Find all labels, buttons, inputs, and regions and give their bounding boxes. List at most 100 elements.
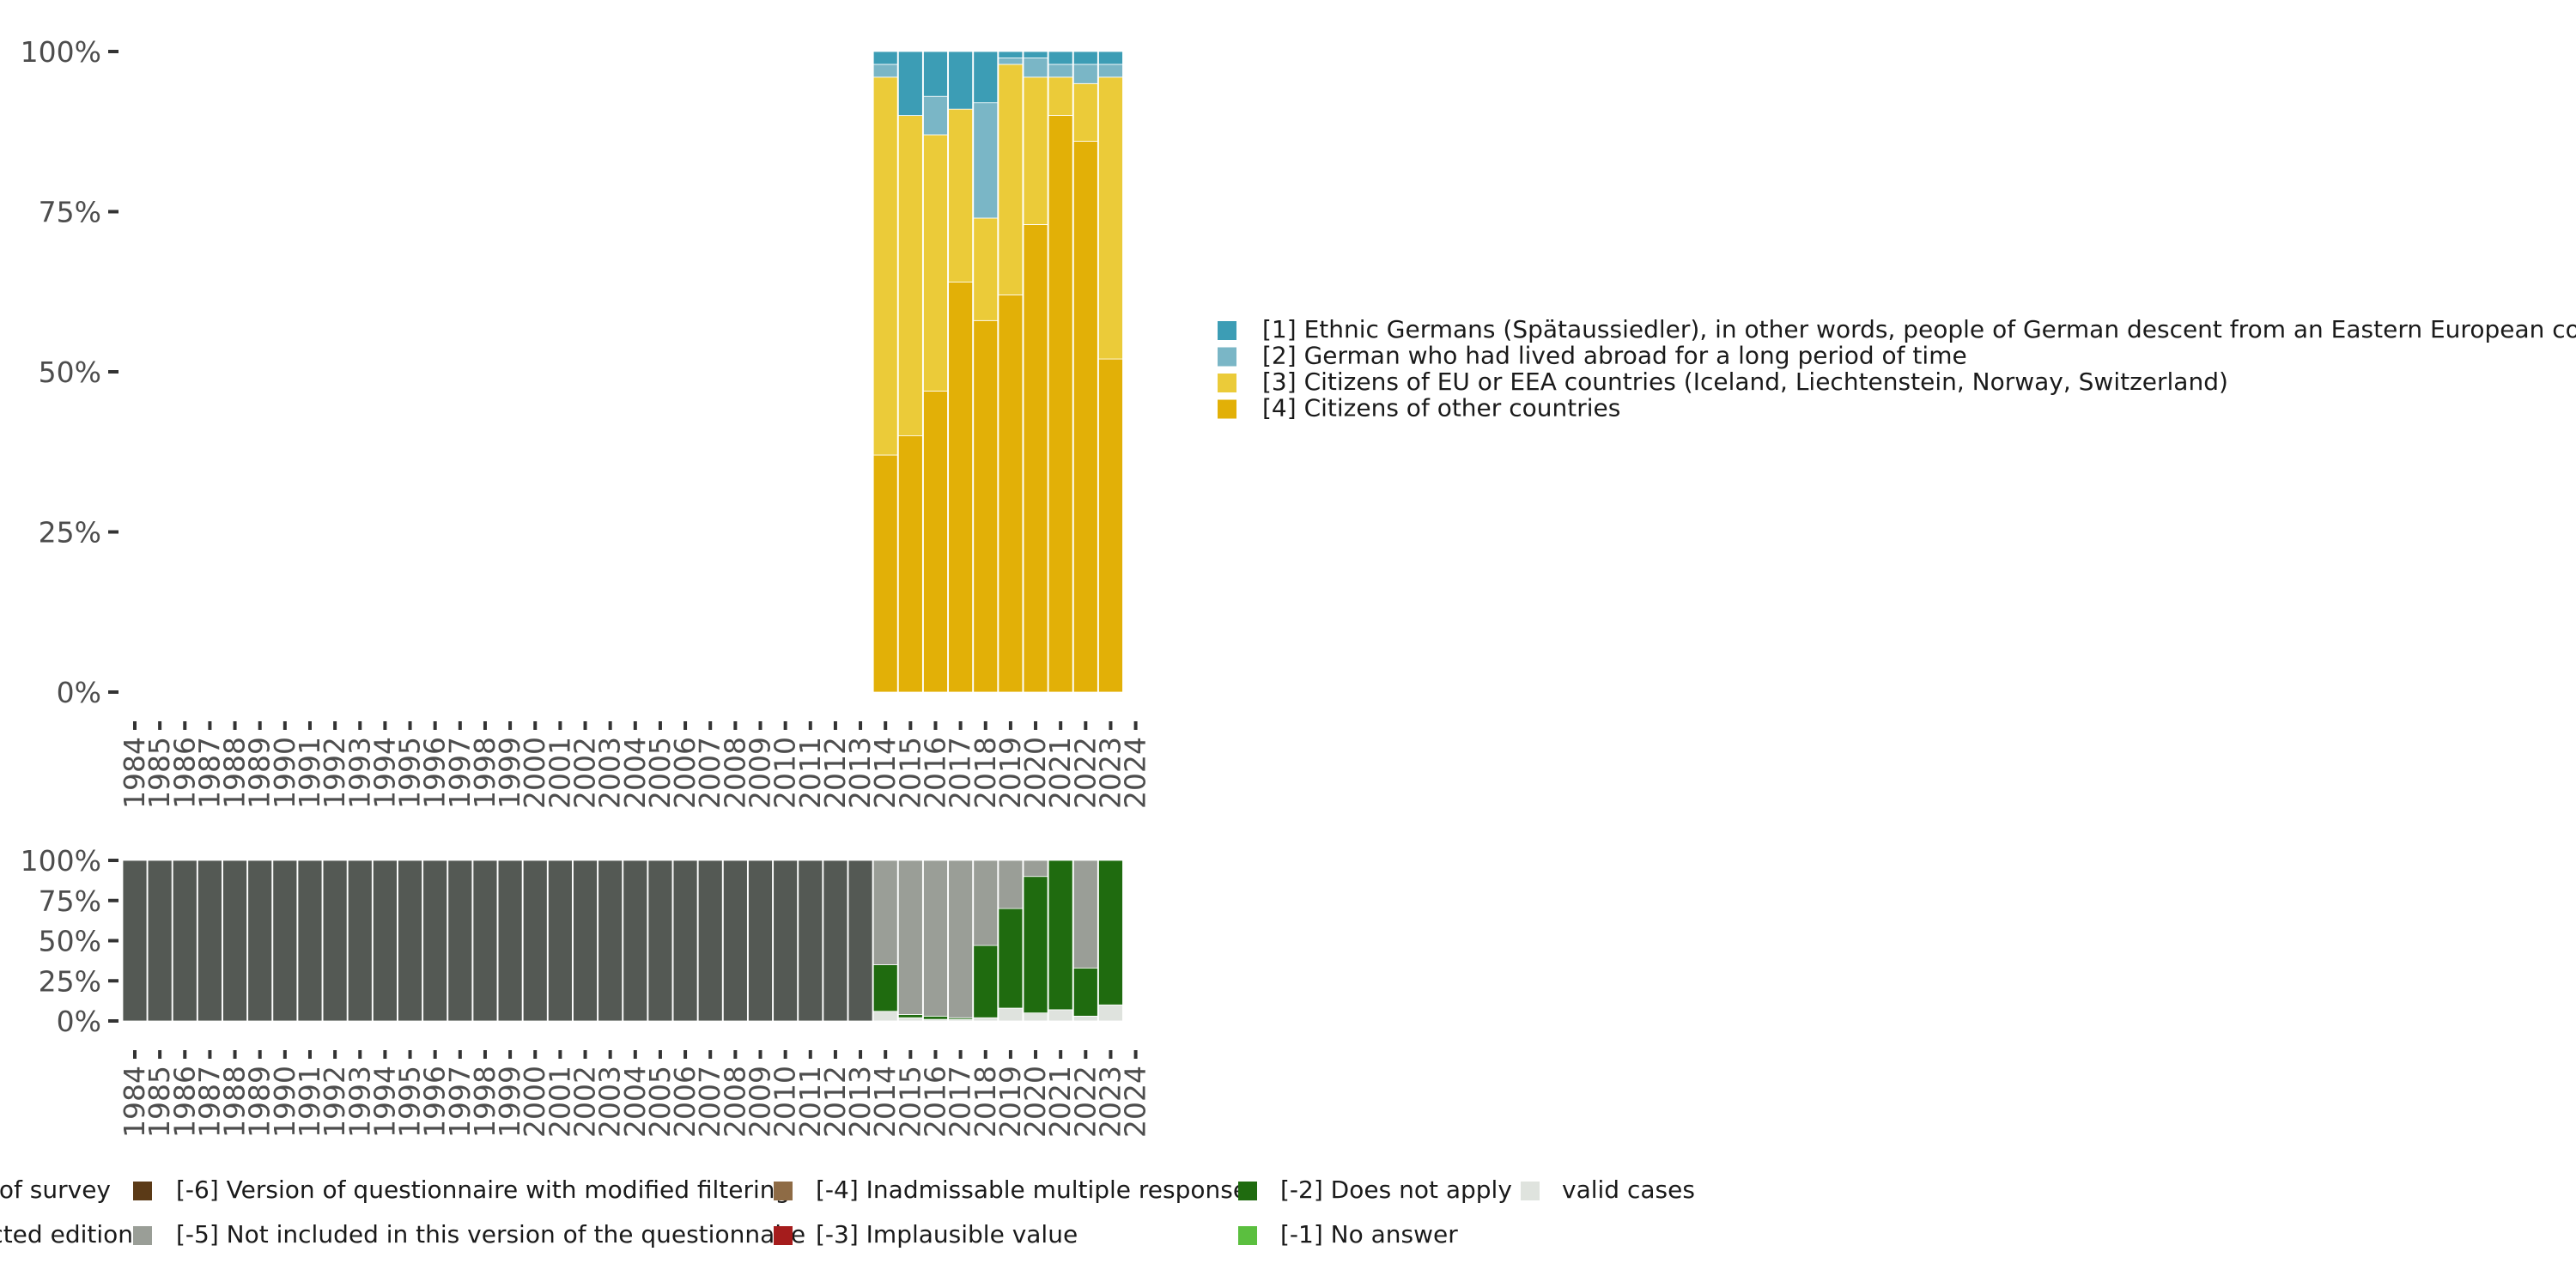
top-x-tick-label: 1990 bbox=[268, 737, 301, 809]
bottom-x-tick-label: 2020 bbox=[1018, 1066, 1052, 1138]
top-bar-2022-s2 bbox=[1072, 64, 1098, 84]
bottom-bar-1986-s3 bbox=[172, 860, 197, 1022]
bottom-x-tick-label: 2013 bbox=[843, 1066, 877, 1138]
legend-top-key bbox=[1218, 321, 1236, 340]
top-chart: 0%25%50%75%100%1984198519861987198819891… bbox=[21, 35, 1152, 809]
bottom-x-tick-label: 2000 bbox=[518, 1066, 551, 1138]
top-bar-2021-s0 bbox=[1048, 115, 1073, 693]
bottom-x-tick-label: 2004 bbox=[618, 1066, 652, 1138]
bottom-bar-2007-s3 bbox=[697, 860, 723, 1022]
bottom-bar-1985-s3 bbox=[147, 860, 173, 1022]
bottom-bar-2021-s1 bbox=[1048, 860, 1073, 1011]
top-bar-2016-s2 bbox=[923, 95, 948, 136]
top-bar-2022-s3 bbox=[1072, 51, 1098, 65]
top-bar-2016-s0 bbox=[923, 390, 948, 693]
legend-top-key bbox=[1218, 374, 1236, 392]
bottom-x-tick-label: 2015 bbox=[893, 1066, 927, 1138]
legend-bottom-label: valid cases bbox=[1562, 1176, 1695, 1204]
top-x-tick-label: 2019 bbox=[993, 737, 1027, 809]
bottom-x-tick-label: 2003 bbox=[593, 1066, 627, 1138]
top-x-tick-label: 1984 bbox=[118, 737, 151, 809]
top-x-tick-label: 2003 bbox=[593, 737, 627, 809]
top-bar-2019-s0 bbox=[998, 295, 1024, 693]
bottom-bar-2004-s3 bbox=[623, 860, 648, 1022]
top-x-tick-label: 2002 bbox=[568, 737, 602, 809]
top-x-tick-label: 1991 bbox=[293, 737, 326, 809]
bottom-bar-2009-s3 bbox=[748, 860, 773, 1022]
bottom-x-tick-label: 1990 bbox=[268, 1066, 301, 1138]
top-bar-2017-s3 bbox=[948, 51, 974, 110]
top-bar-2018-s3 bbox=[973, 51, 999, 104]
top-bar-2018-s1 bbox=[973, 217, 999, 321]
bottom-bar-2018-s1 bbox=[973, 945, 999, 1018]
bottom-x-tick-label: 2005 bbox=[643, 1066, 677, 1138]
bottom-x-tick-label: 1985 bbox=[143, 1066, 176, 1138]
top-x-tick-label: 2014 bbox=[868, 737, 902, 809]
bottom-bar-2015-s2 bbox=[897, 860, 923, 1015]
legend-bottom-key bbox=[1521, 1182, 1540, 1200]
legend-top: [1] Ethnic Germans (Spätaussiedler), in … bbox=[1218, 315, 2576, 422]
top-bar-2018-s0 bbox=[973, 319, 999, 693]
top-bar-2014-s1 bbox=[872, 76, 898, 456]
bottom-x-tick-label: 1988 bbox=[218, 1066, 252, 1138]
top-x-tick-label: 2009 bbox=[744, 737, 777, 809]
bottom-bar-1992-s3 bbox=[322, 860, 348, 1022]
bottom-bar-2003-s3 bbox=[598, 860, 623, 1022]
top-x-tick-label: 2001 bbox=[543, 737, 576, 809]
top-x-tick-label: 1985 bbox=[143, 737, 176, 809]
legend-bottom: of survey cted edition [-6] Version of que… bbox=[0, 1176, 1695, 1249]
bottom-chart: 0%25%50%75%100%1984198519861987198819891… bbox=[21, 844, 1152, 1138]
top-bar-2019-s2 bbox=[998, 58, 1024, 65]
bottom-bar-2018-s2 bbox=[973, 860, 999, 946]
top-bar-2023-s1 bbox=[1098, 76, 1123, 360]
top-bar-2018-s2 bbox=[973, 102, 999, 219]
top-x-tick-label: 1995 bbox=[393, 737, 427, 809]
bottom-bar-2021-s0 bbox=[1048, 1009, 1073, 1022]
bottom-x-tick-label: 1998 bbox=[468, 1066, 501, 1138]
top-x-tick-label: 2007 bbox=[693, 737, 726, 809]
legend-bottom-label: [-2] Does not apply bbox=[1280, 1176, 1512, 1204]
bottom-bar-1991-s3 bbox=[297, 860, 323, 1022]
bottom-x-tick-label: 2012 bbox=[818, 1066, 852, 1138]
legend-bottom-label: of survey bbox=[0, 1176, 111, 1204]
bottom-bar-1987-s3 bbox=[197, 860, 222, 1022]
bottom-x-tick-label: 1987 bbox=[192, 1066, 226, 1138]
top-x-tick-label: 2020 bbox=[1018, 737, 1052, 809]
top-x-tick-label: 2015 bbox=[893, 737, 927, 809]
bottom-x-tick-label: 2002 bbox=[568, 1066, 602, 1138]
legend-top-label: [1] Ethnic Germans (Spätaussiedler), in … bbox=[1262, 315, 2576, 343]
top-x-tick-label: 2021 bbox=[1043, 737, 1077, 809]
bottom-x-tick-label: 1992 bbox=[318, 1066, 351, 1138]
top-bar-2022-s0 bbox=[1072, 141, 1098, 693]
top-y-tick-label: 100% bbox=[21, 35, 101, 69]
bottom-x-tick-label: 2022 bbox=[1068, 1066, 1102, 1138]
top-x-tick-label: 2005 bbox=[643, 737, 677, 809]
top-x-tick-label: 1993 bbox=[343, 737, 376, 809]
top-x-tick-label: 2008 bbox=[718, 737, 751, 809]
top-x-tick-label: 1992 bbox=[318, 737, 351, 809]
bottom-bar-2019-s2 bbox=[998, 860, 1024, 909]
bottom-bar-1988-s3 bbox=[222, 860, 247, 1022]
bottom-x-tick-label: 1984 bbox=[118, 1066, 151, 1138]
top-x-tick-label: 1996 bbox=[418, 737, 452, 809]
bottom-x-tick-label: 1997 bbox=[443, 1066, 477, 1138]
bottom-bar-2016-s2 bbox=[923, 860, 948, 1017]
top-x-tick-label: 1987 bbox=[192, 737, 226, 809]
bottom-x-tick-label: 2007 bbox=[693, 1066, 726, 1138]
bottom-bar-1999-s3 bbox=[497, 860, 523, 1022]
legend-top-key bbox=[1218, 347, 1236, 367]
bottom-x-tick-label: 2001 bbox=[543, 1066, 576, 1138]
top-bar-2023-s0 bbox=[1098, 358, 1123, 693]
bottom-bar-2017-s2 bbox=[948, 860, 974, 1018]
bottom-bar-1998-s3 bbox=[472, 860, 498, 1022]
top-bar-2021-s1 bbox=[1048, 76, 1073, 116]
bottom-bar-2016-s1 bbox=[923, 1015, 948, 1020]
top-x-tick-label: 1988 bbox=[218, 737, 252, 809]
legend-bottom-key bbox=[774, 1226, 793, 1245]
legend-top-label: [2] German who had lived abroad for a lo… bbox=[1262, 342, 1967, 370]
top-x-tick-label: 1999 bbox=[493, 737, 526, 809]
legend-bottom-label: cted edition bbox=[0, 1220, 133, 1249]
bottom-bar-2013-s3 bbox=[848, 860, 873, 1022]
top-bar-2021-s3 bbox=[1048, 51, 1073, 65]
